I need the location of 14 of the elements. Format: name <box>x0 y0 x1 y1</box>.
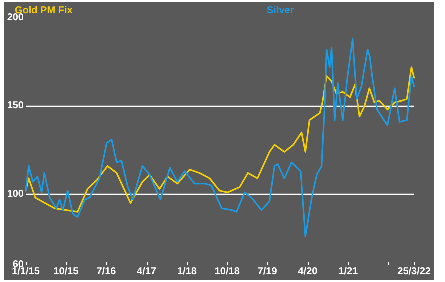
y-tick-label: 100 <box>7 188 24 200</box>
y-tick-label: 150 <box>7 100 24 112</box>
x-tick-label: 10/18 <box>214 266 240 278</box>
x-tick-label: 25/3/22 <box>398 266 432 278</box>
x-tick-label: 1/18 <box>177 266 198 278</box>
line-series <box>25 66 416 213</box>
x-tick-label: 10/15 <box>54 266 80 278</box>
x-tick-label: 4/20 <box>298 266 318 278</box>
x-tick-label: 4/17 <box>137 266 157 278</box>
x-tick-label: 7/16 <box>96 266 117 278</box>
text: Silver <box>267 6 294 16</box>
x-tick-label: 7/19 <box>258 266 278 278</box>
line-series <box>25 38 416 238</box>
x-tick-label: 1/21 <box>338 266 359 278</box>
